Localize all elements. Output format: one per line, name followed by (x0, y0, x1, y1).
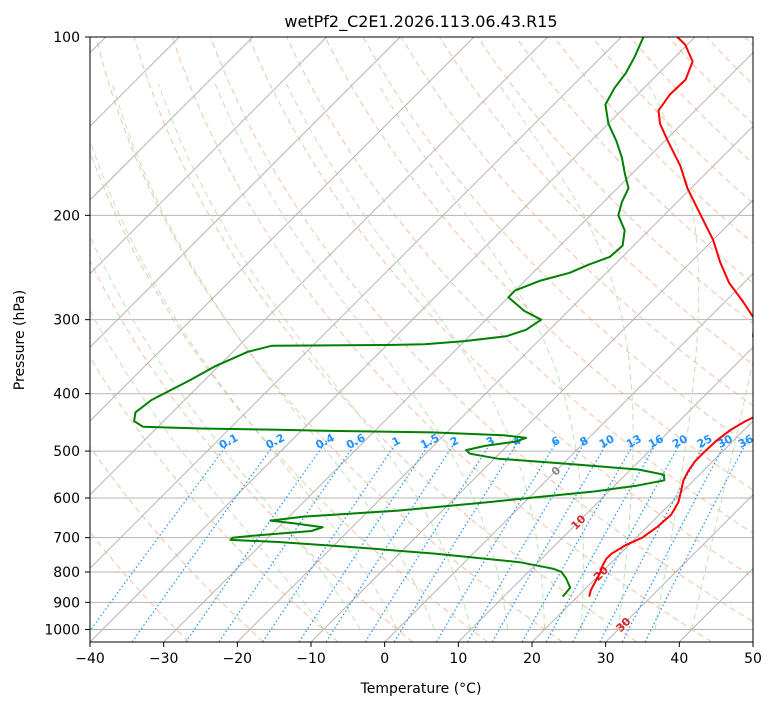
dry-adiabat-line (90, 356, 339, 642)
y-tick-label: 500 (53, 444, 80, 460)
isotherm-line (90, 37, 622, 570)
dry-adiabat-line (90, 259, 414, 642)
mixing-ratio-line (262, 440, 399, 642)
y-axis-label: Pressure (hPa) (12, 290, 28, 390)
profile-line (133, 37, 666, 598)
isotherm-line (236, 125, 753, 642)
x-tick-label: −20 (223, 651, 253, 667)
mixing-ratio-line (298, 440, 432, 642)
mixing-ratio-line (393, 440, 520, 642)
mixing-ratio-line (364, 440, 493, 642)
mixing-ratio-line (90, 440, 231, 632)
x-axis: −40 −30 −20 −10 0 10 20 30 40 50 (75, 642, 762, 667)
moist-adiabat-line (111, 83, 435, 630)
x-tick-label: −40 (75, 651, 105, 667)
x-tick-label: 30 (597, 651, 615, 667)
isotherm-line (90, 37, 475, 422)
x-tick-label: 40 (670, 651, 688, 667)
x-tick-label: 20 (523, 651, 541, 667)
mixing-ratio-line (572, 440, 683, 642)
y-tick-label: 900 (53, 595, 80, 611)
mixing-ratio-label: 20 (670, 432, 690, 451)
chart-title: wetPf2_C2E1.2026.113.06.43.R15 (284, 12, 557, 32)
y-tick-label: 200 (53, 208, 80, 224)
isotherm-line (457, 346, 753, 642)
moist-adiabat-line (158, 83, 472, 630)
mixing-ratio-line (521, 440, 637, 642)
x-tick-label: −10 (296, 651, 326, 667)
dry-adiabat-line (324, 37, 753, 491)
data-series (133, 37, 753, 598)
dry-adiabat-line (95, 37, 563, 642)
moist-adiabat-line (90, 309, 324, 630)
dry-adiabat-line (210, 37, 753, 623)
y-tick-label: 600 (53, 491, 80, 507)
mixing-ratio-label: 36 (736, 432, 756, 451)
dry-adiabat-line (286, 37, 753, 534)
isotherm-line (605, 493, 753, 642)
x-tick-label: −30 (149, 651, 179, 667)
mixing-ratio-label: 16 (646, 432, 666, 451)
x-tick-label: 0 (380, 651, 389, 667)
moist-adiabat-line (498, 83, 634, 630)
y-tick-label: 800 (53, 565, 80, 581)
dry-adiabat-line (90, 445, 264, 642)
isotherm-line (90, 37, 254, 201)
moist-adiabat-line (285, 83, 546, 630)
mixing-ratio-line (325, 440, 457, 642)
x-tick-label: 50 (744, 651, 762, 667)
dry-adiabat-line (515, 37, 753, 284)
y-tick-label: 300 (53, 313, 80, 329)
mixing-ratio-label: 13 (624, 432, 644, 451)
isotherm-line (90, 37, 696, 642)
y-tick-label: 1000 (44, 622, 80, 638)
dry-adiabat-line (133, 37, 638, 642)
profile-line (588, 37, 753, 597)
plot-frame (89, 36, 754, 643)
mixing-ratio-line (185, 440, 328, 642)
mixing-ratio-line (131, 440, 278, 642)
y-axis: 1000 900 800 700 600 500 400 300 200 100 (44, 30, 90, 638)
y-tick-label: 400 (53, 387, 80, 403)
mixing-ratio-line (644, 440, 748, 642)
mixing-ratio-line (435, 440, 558, 642)
dry-adiabat-line (171, 37, 712, 642)
isotherm-line (90, 37, 328, 275)
moist-adiabat-line (90, 138, 398, 630)
isotherm-line (90, 37, 549, 496)
mixing-ratio-label: 10 (597, 432, 617, 451)
y-tick-label: 700 (53, 531, 80, 547)
y-tick-label: 100 (53, 30, 80, 46)
mixing-ratio-line (491, 440, 609, 642)
x-axis-label: Temperature (°C) (360, 681, 482, 697)
moist-adiabat-line (214, 83, 509, 630)
x-tick-label: 10 (449, 651, 467, 667)
mixing-ratio-line (466, 440, 587, 642)
isotherm-line (384, 272, 753, 642)
moist-adiabat-line (647, 83, 700, 630)
isotherm-line (90, 37, 401, 349)
